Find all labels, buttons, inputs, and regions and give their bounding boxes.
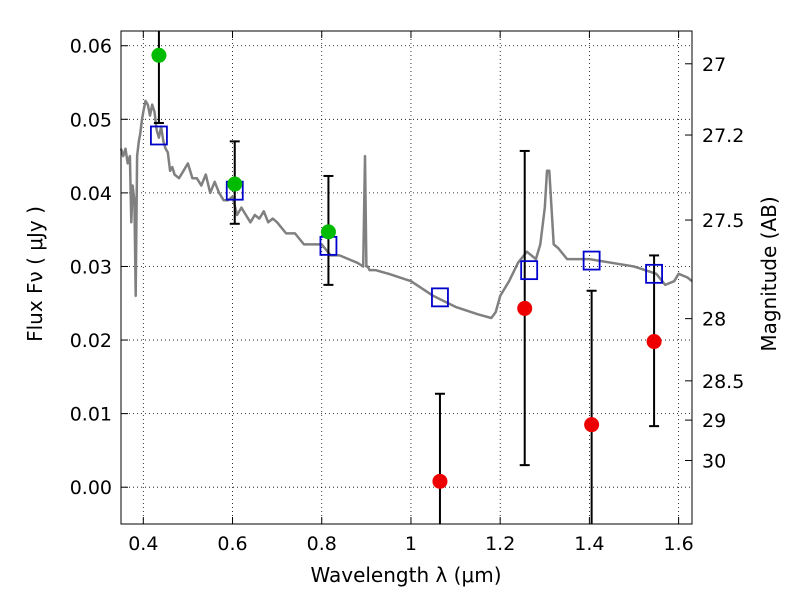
sed-curve-line <box>119 99 693 320</box>
non-detection-point <box>584 417 600 433</box>
y-tick-label: 0.06 <box>70 36 112 58</box>
detection-point <box>151 47 167 63</box>
axis-ticks: 0.4 0.6 0.8 1 1.2 1.4 1.6 0.00 0.01 0.02 0.03 0.04 0… <box>70 31 744 555</box>
model-square-point <box>582 250 601 271</box>
y-tick-label: 0.00 <box>70 477 112 499</box>
model-square-point <box>431 287 449 308</box>
non-detection-point <box>646 334 662 350</box>
x-axis-label: Wavelength λ (μm) <box>310 563 501 587</box>
measured-points-series <box>151 47 662 489</box>
y-tick-label: 0.01 <box>70 404 112 426</box>
detection-point <box>227 176 243 192</box>
y2-tick-label: 27.5 <box>702 210 744 232</box>
y2-tick-label: 27 <box>702 54 726 76</box>
y-tick-label: 0.04 <box>70 183 112 205</box>
x-tick-label: 0.4 <box>128 533 158 555</box>
model-sed-series <box>119 99 693 320</box>
x-tick-label: 1.4 <box>574 533 604 555</box>
y2-tick-label: 28 <box>702 309 726 331</box>
y2-tick-label: 27.2 <box>702 125 744 147</box>
x-tick-label: 0.8 <box>307 533 337 555</box>
y2-tick-label: 28.5 <box>702 371 744 393</box>
y-tick-label: 0.05 <box>70 109 112 131</box>
model-square-point <box>150 125 168 146</box>
non-detection-point <box>517 300 533 316</box>
x-tick-label: 1 <box>405 533 417 555</box>
y2-tick-label: 29 <box>702 410 726 432</box>
y-tick-label: 0.02 <box>70 330 112 352</box>
y2-axis-label: Magnitude (AB) <box>757 196 781 351</box>
plot-frame <box>120 30 693 525</box>
non-detection-point <box>432 473 448 489</box>
model-square-point <box>520 260 539 281</box>
error-bars <box>153 31 660 524</box>
x-tick-label: 1.6 <box>664 533 694 555</box>
y2-tick-label: 30 <box>702 450 726 472</box>
y-axis-label: Flux Fν ( μJy ) <box>23 206 47 342</box>
grid-lines <box>121 31 692 524</box>
x-tick-label: 1.2 <box>485 533 515 555</box>
y-tick-label: 0.03 <box>70 256 112 278</box>
model-square-point <box>645 263 663 284</box>
detection-point <box>320 224 336 240</box>
x-tick-label: 0.6 <box>217 533 247 555</box>
